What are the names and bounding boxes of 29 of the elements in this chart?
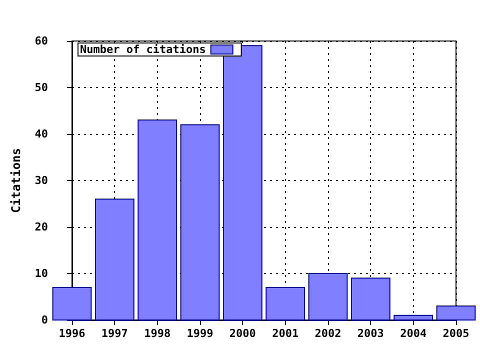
y-tick-label: 30	[34, 174, 48, 187]
y-tick-label: 60	[34, 34, 48, 48]
legend-label: Number of citations	[80, 43, 206, 56]
bar	[138, 120, 178, 320]
x-tick-label: 2002	[314, 327, 342, 340]
y-tick-label: 40	[34, 128, 48, 140]
x-tick-label: 1998	[144, 327, 171, 340]
bar	[394, 314, 434, 320]
x-tick-label: 1999	[186, 327, 214, 340]
x-tick-label: 1996	[58, 327, 86, 340]
x-tick-label: 2003	[357, 327, 384, 340]
y-tick-label: 10	[34, 267, 48, 280]
x-tick-label: 2001	[272, 327, 299, 340]
bar	[436, 306, 476, 320]
x-tick-label: 2004	[400, 327, 427, 340]
y-tick-label: 50	[34, 81, 48, 94]
bar	[308, 273, 348, 320]
y-tick-label: 0	[41, 314, 48, 326]
bar	[222, 45, 262, 320]
bar	[350, 278, 390, 320]
bar	[52, 286, 92, 320]
x-tick-label: 2005	[442, 327, 470, 340]
bar	[266, 286, 306, 320]
y-axis-title: Citations	[9, 148, 23, 214]
x-tick-label: 1997	[101, 327, 128, 340]
x-tick-label: 2000	[229, 327, 256, 340]
y-tick-label: 20	[34, 220, 48, 234]
bar	[94, 198, 134, 320]
bar	[180, 124, 220, 320]
